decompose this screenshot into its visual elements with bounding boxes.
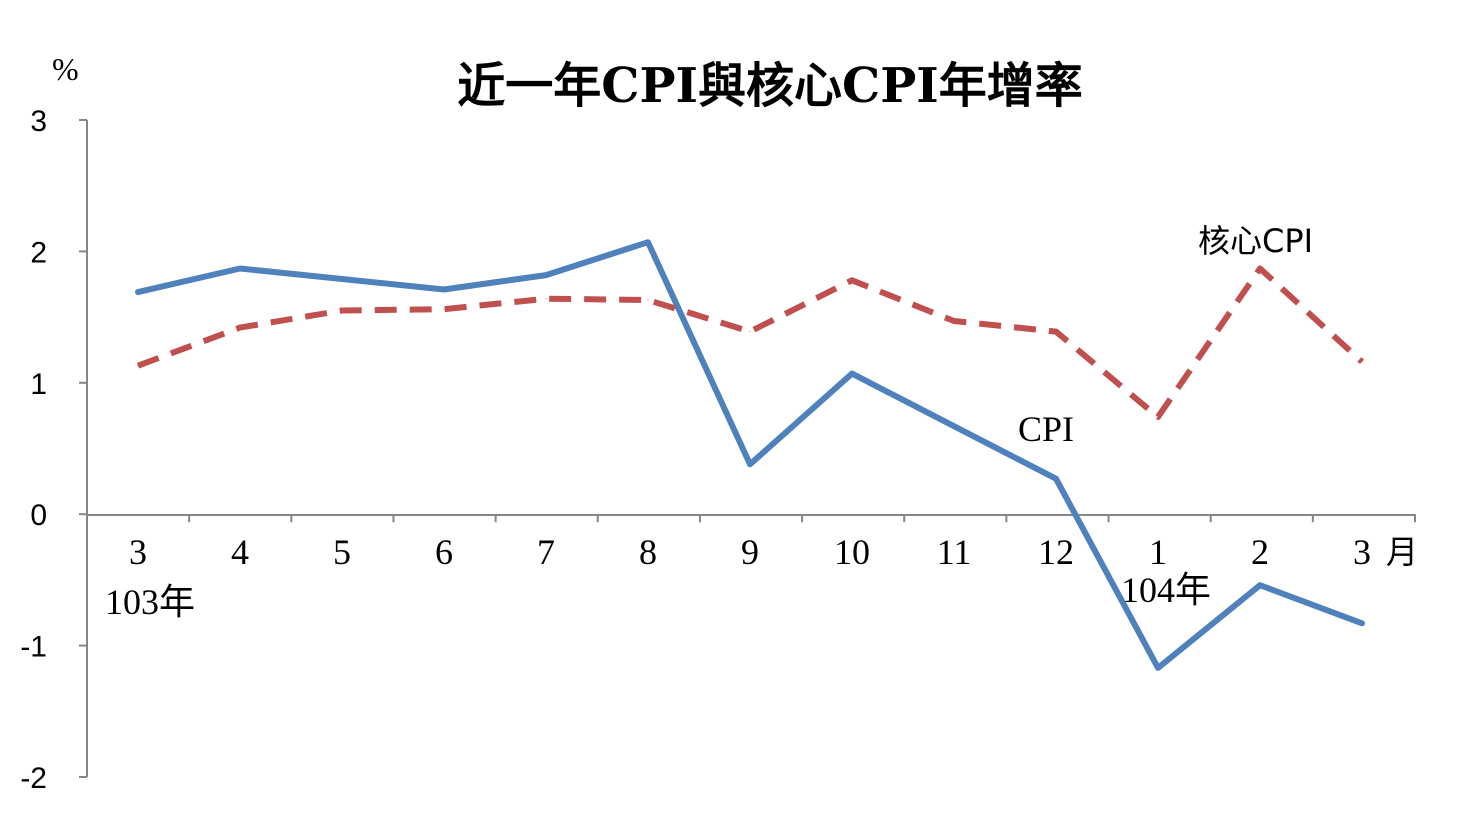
- data-point: [749, 331, 751, 333]
- x-tick-label: 5: [333, 532, 351, 572]
- data-point: [443, 289, 445, 291]
- x-tick-label: 9: [741, 532, 759, 572]
- data-point: [443, 308, 445, 310]
- data-point: [749, 463, 751, 465]
- y-tick-label: -2: [20, 762, 47, 795]
- data-point: [341, 310, 343, 312]
- x-tick-label: 6: [435, 532, 453, 572]
- year-label: 103年: [105, 582, 195, 622]
- x-unit-label: 月: [1386, 533, 1418, 571]
- year-label: 104年: [1121, 570, 1211, 610]
- x-tick-label: 11: [937, 532, 972, 572]
- y-unit-label: %: [52, 51, 79, 87]
- data-point: [137, 365, 139, 367]
- data-point: [647, 299, 649, 301]
- y-tick-label: 3: [30, 105, 47, 138]
- x-tick-label: 12: [1038, 532, 1074, 572]
- x-tick-label: 3: [1353, 532, 1371, 572]
- x-tick-label: 8: [639, 532, 657, 572]
- data-point: [1361, 622, 1363, 624]
- data-point: [137, 291, 139, 293]
- data-point: [1055, 478, 1057, 480]
- data-point: [545, 274, 547, 276]
- x-tick-label: 10: [834, 532, 870, 572]
- data-point: [1259, 584, 1261, 586]
- y-tick-label: 0: [30, 499, 47, 532]
- data-point: [1157, 416, 1159, 418]
- series-label-cpi: CPI: [1018, 409, 1074, 449]
- data-point: [545, 298, 547, 300]
- data-point: [851, 279, 853, 281]
- x-tick-label: 3: [129, 532, 147, 572]
- series-label-core-cpi: 核心CPI: [1198, 222, 1313, 260]
- data-point: [1361, 361, 1363, 363]
- chart-title: 近一年CPI與核心CPI年增率: [457, 58, 1083, 114]
- data-point: [239, 327, 241, 329]
- data-point: [341, 278, 343, 280]
- data-point: [953, 425, 955, 427]
- x-tick-label: 4: [231, 532, 249, 572]
- y-tick-label: -1: [20, 631, 47, 664]
- series-layer: [135, 239, 1365, 671]
- x-tick-label: 2: [1251, 532, 1269, 572]
- data-point: [851, 373, 853, 375]
- data-point: [647, 241, 649, 243]
- y-axis-ticks: 3 2 1 0 -1 -2: [20, 105, 87, 795]
- x-tick-label: 1: [1149, 532, 1167, 572]
- data-point: [239, 267, 241, 269]
- x-tick-label: 7: [537, 532, 555, 572]
- series-line-core-cpi: [136, 265, 1365, 420]
- y-tick-label: 2: [30, 236, 47, 269]
- data-point: [1259, 267, 1261, 269]
- data-point: [1055, 331, 1057, 333]
- y-tick-label: 1: [30, 368, 47, 401]
- data-point: [953, 320, 955, 322]
- data-point: [1157, 667, 1159, 669]
